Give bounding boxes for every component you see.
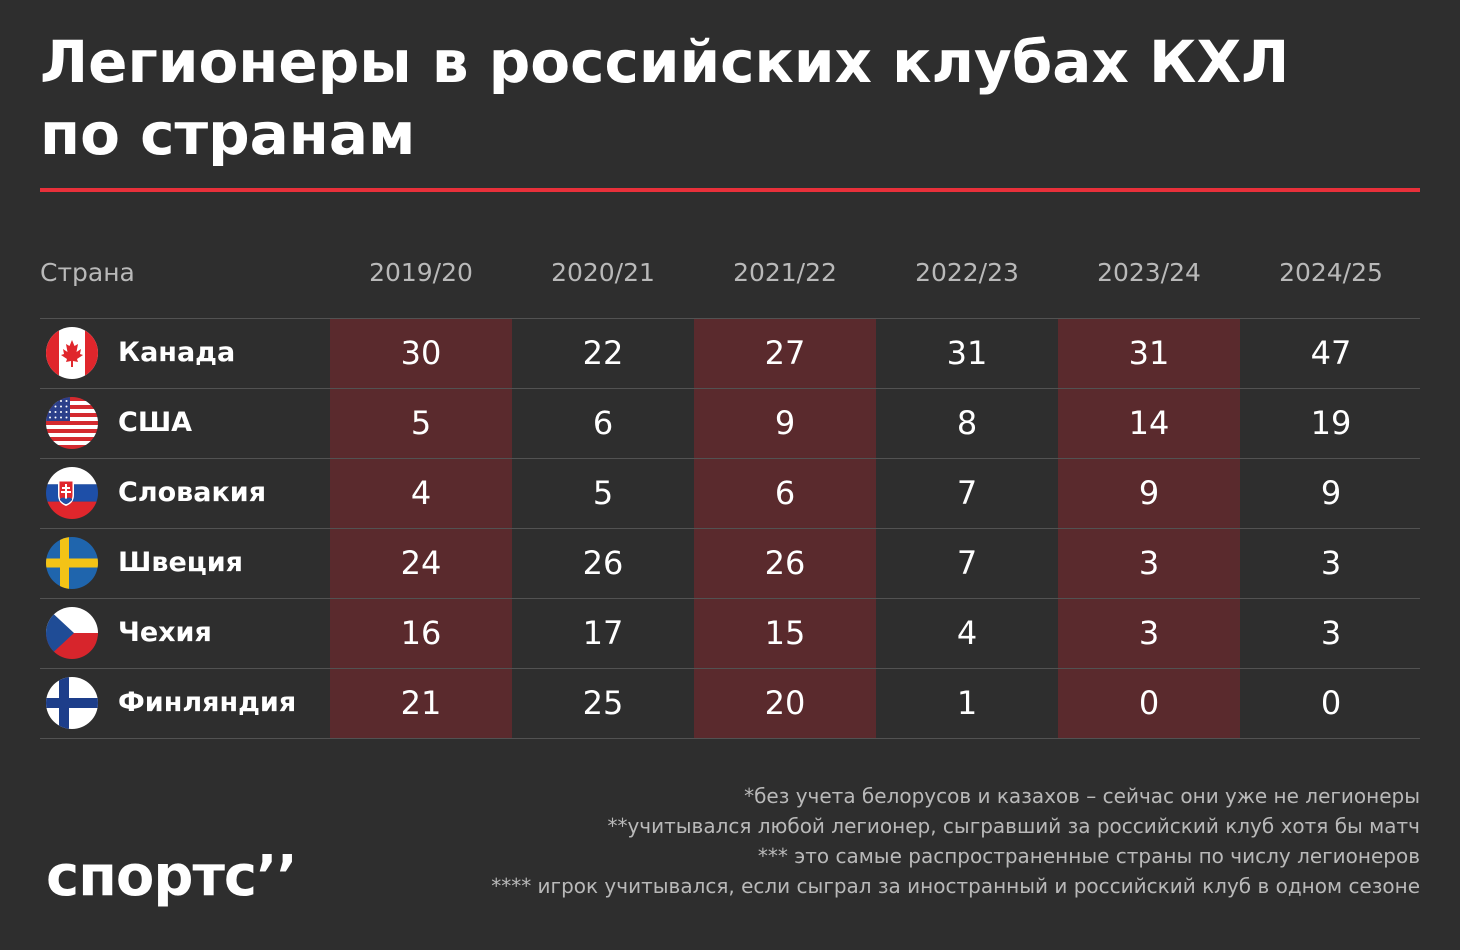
value-cell: 25 <box>582 684 624 722</box>
value-cell: 4 <box>956 614 978 652</box>
value-cell: 24 <box>400 544 442 582</box>
finland-flag-icon <box>46 677 98 729</box>
value-cell: 7 <box>956 474 978 512</box>
value-cell: 0 <box>1138 684 1160 722</box>
country-label: Словакия <box>118 477 267 508</box>
value-cell: 26 <box>582 544 624 582</box>
row-divider <box>40 668 1420 669</box>
value-cell: 7 <box>956 544 978 582</box>
value-cell: 20 <box>764 684 806 722</box>
value-cell: 14 <box>1128 404 1170 442</box>
country-label: Чехия <box>118 617 212 648</box>
header-country: Страна <box>40 258 135 287</box>
value-cell: 26 <box>764 544 806 582</box>
value-cell: 4 <box>410 474 432 512</box>
title-underline <box>40 188 1420 192</box>
value-cell: 3 <box>1138 614 1160 652</box>
value-cell: 9 <box>774 404 796 442</box>
row-divider <box>40 528 1420 529</box>
row-divider <box>40 388 1420 389</box>
value-cell: 3 <box>1320 614 1342 652</box>
value-cell: 9 <box>1138 474 1160 512</box>
usa-flag-icon <box>46 397 98 449</box>
column-header-2022-23: 2022/23 <box>915 258 1019 287</box>
table-row: Канада 30 22 27 31 31 47 <box>40 318 1420 388</box>
value-cell: 30 <box>400 334 442 372</box>
footnotes: *без учета белорусов и казахов – сейчас … <box>420 781 1420 901</box>
table-row: Чехия 16 17 15 4 3 3 <box>40 598 1420 668</box>
chart-title: Легионеры в российских клубах КХЛ по стр… <box>40 26 1420 170</box>
value-cell: 5 <box>410 404 432 442</box>
value-cell: 19 <box>1310 404 1352 442</box>
footnote-1: *без учета белорусов и казахов – сейчас … <box>744 784 1420 808</box>
value-cell: 15 <box>764 614 806 652</box>
logo-text: спортс’’ <box>46 844 297 909</box>
title-line-2: по странам <box>40 100 416 168</box>
canada-flag-icon <box>46 327 98 379</box>
value-cell: 17 <box>582 614 624 652</box>
sweden-flag-icon <box>46 537 98 589</box>
table-row: США 5 6 9 8 14 19 <box>40 388 1420 458</box>
slovakia-flag-icon <box>46 467 98 519</box>
country-label: Финляндия <box>118 687 297 718</box>
value-cell: 21 <box>400 684 442 722</box>
value-cell: 31 <box>1128 334 1170 372</box>
row-divider <box>40 458 1420 459</box>
title-line-1: Легионеры в российских клубах КХЛ <box>40 28 1290 96</box>
row-divider <box>40 738 1420 739</box>
value-cell: 0 <box>1320 684 1342 722</box>
value-cell: 3 <box>1320 544 1342 582</box>
value-cell: 22 <box>582 334 624 372</box>
row-divider <box>40 598 1420 599</box>
table-row: Словакия 4 5 6 7 9 9 <box>40 458 1420 528</box>
table-row: Финляндия 21 25 20 1 0 0 <box>40 668 1420 738</box>
value-cell: 5 <box>592 474 614 512</box>
country-label: Канада <box>118 337 236 368</box>
value-cell: 9 <box>1320 474 1342 512</box>
country-label: США <box>118 407 193 438</box>
column-header-2021-22: 2021/22 <box>733 258 837 287</box>
value-cell: 6 <box>774 474 796 512</box>
value-cell: 16 <box>400 614 442 652</box>
table-row: Швеция 24 26 26 7 3 3 <box>40 528 1420 598</box>
footnote-2: **учитывался любой легионер, сыгравший з… <box>607 814 1420 838</box>
value-cell: 6 <box>592 404 614 442</box>
row-divider <box>40 318 1420 319</box>
column-header-2019-20: 2019/20 <box>369 258 473 287</box>
sports-logo: спортс’’ <box>46 840 326 920</box>
column-header-2020-21: 2020/21 <box>551 258 655 287</box>
value-cell: 31 <box>946 334 988 372</box>
column-header-2023-24: 2023/24 <box>1097 258 1201 287</box>
value-cell: 8 <box>956 404 978 442</box>
value-cell: 27 <box>764 334 806 372</box>
footnote-4: **** игрок учитывался, если сыграл за ин… <box>491 874 1420 898</box>
czech-flag-icon <box>46 607 98 659</box>
value-cell: 47 <box>1310 334 1352 372</box>
value-cell: 1 <box>956 684 978 722</box>
value-cell: 3 <box>1138 544 1160 582</box>
column-header-2024-25: 2024/25 <box>1279 258 1383 287</box>
footnote-3: *** это самые распространенные страны по… <box>757 844 1420 868</box>
country-label: Швеция <box>118 547 244 578</box>
